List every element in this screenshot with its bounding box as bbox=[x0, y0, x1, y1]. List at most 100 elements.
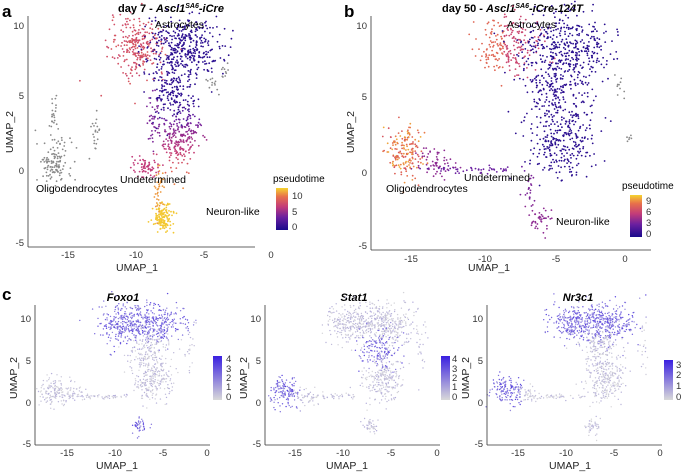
cell-point bbox=[191, 344, 192, 345]
cell-point bbox=[392, 330, 393, 331]
cell-point bbox=[403, 314, 404, 315]
cell-point bbox=[161, 310, 162, 311]
cell-point bbox=[417, 154, 419, 156]
cell-point bbox=[403, 162, 405, 164]
cell-point bbox=[368, 328, 369, 329]
cell-point bbox=[567, 70, 569, 72]
cell-point bbox=[60, 383, 61, 384]
cell-point bbox=[146, 379, 147, 380]
cell-point bbox=[170, 366, 171, 367]
cell-point bbox=[559, 35, 561, 37]
cell-point bbox=[154, 352, 155, 353]
cell-point bbox=[584, 92, 586, 94]
cell-point bbox=[163, 221, 165, 223]
cell-point bbox=[498, 58, 500, 60]
cell-point bbox=[378, 337, 379, 338]
cell-point bbox=[46, 374, 47, 375]
cell-point bbox=[516, 41, 518, 43]
cell-point bbox=[575, 85, 577, 87]
cell-point bbox=[424, 132, 426, 134]
cell-point bbox=[123, 332, 124, 333]
cell-point bbox=[146, 299, 147, 300]
cell-point bbox=[200, 57, 202, 59]
cell-point bbox=[126, 302, 127, 303]
cell-point bbox=[491, 54, 493, 56]
cell-point bbox=[164, 216, 166, 218]
cell-point bbox=[572, 115, 574, 117]
cell-point bbox=[164, 227, 166, 229]
cell-point bbox=[185, 324, 186, 325]
cell-point bbox=[584, 112, 586, 114]
cell-point bbox=[529, 44, 531, 46]
cell-point bbox=[70, 387, 71, 388]
cell-point bbox=[499, 44, 501, 46]
cell-point bbox=[145, 331, 146, 332]
cell-point bbox=[370, 316, 371, 317]
cell-point bbox=[149, 399, 150, 400]
cell-point bbox=[38, 404, 39, 405]
cell-point bbox=[136, 343, 137, 344]
cell-point bbox=[59, 388, 60, 389]
cell-point bbox=[183, 48, 185, 50]
cell-point bbox=[545, 210, 547, 212]
cell-point bbox=[522, 31, 524, 33]
cell-point bbox=[571, 111, 573, 113]
cell-point bbox=[408, 127, 410, 129]
cell-point bbox=[138, 344, 139, 345]
cell-point bbox=[151, 130, 153, 132]
cell-point bbox=[205, 79, 207, 81]
cell-point bbox=[191, 55, 193, 57]
cell-point bbox=[178, 109, 180, 111]
cell-point bbox=[397, 314, 398, 315]
colorbar bbox=[630, 195, 642, 237]
cell-point bbox=[478, 48, 480, 50]
cell-point bbox=[401, 320, 402, 321]
cell-point bbox=[176, 123, 178, 125]
legend-title: pseudotime bbox=[622, 181, 674, 192]
cell-point bbox=[41, 390, 42, 391]
cell-point bbox=[506, 62, 508, 64]
cell-point bbox=[383, 343, 384, 344]
cell-point bbox=[453, 167, 455, 169]
cell-point bbox=[556, 78, 558, 80]
cell-point bbox=[144, 356, 145, 357]
cell-point bbox=[124, 313, 125, 314]
cell-point bbox=[218, 94, 220, 96]
cell-point bbox=[171, 215, 173, 217]
cell-point bbox=[57, 386, 58, 387]
cell-point bbox=[551, 217, 553, 219]
cell-point bbox=[429, 151, 431, 153]
cell-point bbox=[189, 138, 191, 140]
cell-point bbox=[157, 163, 159, 165]
cell-point bbox=[174, 319, 175, 320]
cell-point bbox=[213, 60, 215, 62]
cell-point bbox=[588, 24, 590, 26]
cell-point bbox=[552, 52, 554, 54]
cell-point bbox=[172, 162, 174, 164]
cell-point bbox=[180, 55, 182, 57]
cell-point bbox=[541, 214, 543, 216]
cell-point bbox=[560, 123, 562, 125]
cell-point bbox=[121, 42, 123, 44]
cell-point bbox=[200, 125, 202, 127]
cell-point bbox=[380, 370, 381, 371]
cell-point bbox=[158, 350, 159, 351]
cell-point bbox=[586, 176, 588, 178]
cell-point bbox=[535, 40, 537, 42]
cell-point bbox=[577, 74, 579, 76]
cell-point bbox=[597, 58, 599, 60]
cell-point bbox=[151, 342, 152, 343]
cell-point bbox=[588, 57, 590, 59]
cell-point bbox=[384, 333, 385, 334]
cell-point bbox=[151, 20, 153, 22]
cell-point bbox=[159, 59, 161, 61]
cell-point bbox=[543, 138, 545, 140]
cell-point bbox=[119, 14, 121, 16]
cell-point bbox=[148, 221, 150, 223]
cell-point bbox=[152, 328, 153, 329]
cell-point bbox=[135, 356, 136, 357]
cell-point bbox=[125, 306, 126, 307]
cell-point bbox=[175, 119, 177, 121]
cell-point bbox=[171, 47, 173, 49]
cell-point bbox=[163, 94, 165, 96]
